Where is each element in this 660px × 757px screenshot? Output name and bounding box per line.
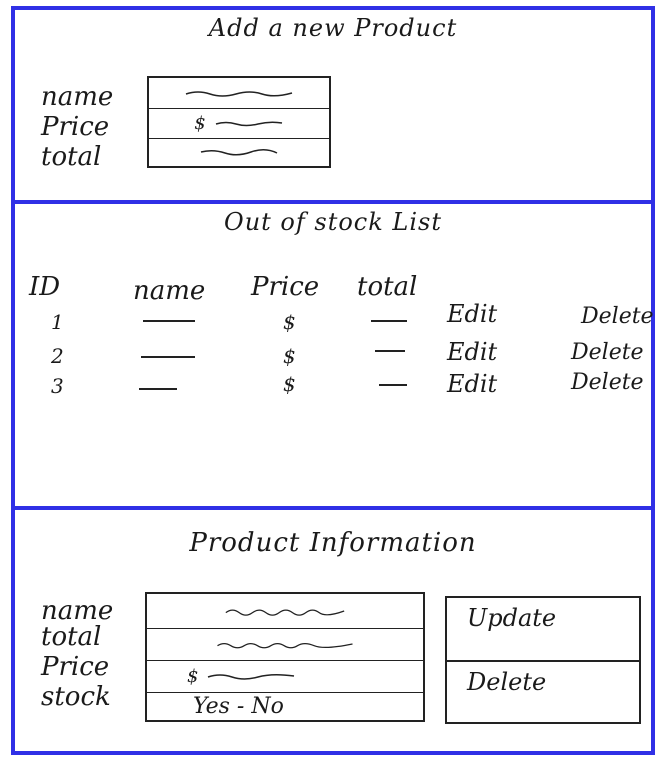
info-name-input[interactable]: [147, 594, 423, 629]
row-1-delete[interactable]: Delete: [581, 304, 654, 329]
row-1-price: $: [283, 310, 296, 334]
info-total-label: total: [41, 622, 102, 652]
button-divider: [447, 660, 639, 662]
name-input[interactable]: [149, 78, 329, 109]
scribble-placeholder: [208, 673, 295, 680]
info-price-label: Price: [41, 652, 110, 682]
action-button-panel: Update Delete: [445, 596, 641, 724]
product-info-section: Product Information name total Price sto…: [11, 506, 655, 755]
row-3-total: [379, 384, 407, 386]
scribble-placeholder: [225, 609, 345, 616]
product-info-form: $ Yes - No: [145, 592, 425, 722]
row-3-delete[interactable]: Delete: [571, 370, 644, 395]
add-product-title: Add a new Product: [208, 14, 458, 42]
row-1-edit[interactable]: Edit: [447, 300, 498, 328]
header-id: ID: [29, 272, 61, 302]
add-product-form: $: [147, 76, 331, 168]
scribble-placeholder: [217, 642, 353, 649]
scribble-placeholder: [215, 121, 282, 127]
name-label: name: [41, 82, 114, 112]
dollar-sign: $: [187, 665, 199, 687]
info-price-input[interactable]: $: [147, 660, 423, 693]
row-3-edit[interactable]: Edit: [447, 370, 498, 398]
row-2-price: $: [283, 344, 296, 368]
row-1-total: [371, 320, 407, 322]
update-button[interactable]: Update: [467, 604, 557, 632]
out-of-stock-title: Out of stock List: [224, 208, 442, 236]
row-3-price: $: [283, 372, 296, 396]
row-2-id: 2: [51, 344, 64, 368]
row-2-edit[interactable]: Edit: [447, 338, 498, 366]
delete-button[interactable]: Delete: [467, 668, 547, 696]
scribble-placeholder: [185, 91, 293, 97]
row-1-id: 1: [51, 310, 64, 334]
scribble-placeholder: [200, 149, 278, 156]
row-3-id: 3: [51, 374, 64, 398]
row-3-name: [139, 388, 177, 390]
info-stock-toggle[interactable]: Yes - No: [193, 693, 284, 719]
wireframe-frame: Add a new Product name Price total $ Out…: [11, 6, 655, 755]
header-name: name: [133, 276, 206, 306]
price-label: Price: [41, 112, 110, 142]
info-total-input[interactable]: [147, 628, 423, 661]
product-info-title: Product Information: [189, 528, 477, 558]
row-2-name: [141, 356, 195, 358]
row-2-total: [375, 350, 405, 352]
info-stock-label: stock: [41, 682, 111, 712]
row-1-name: [143, 320, 195, 322]
dollar-sign: $: [194, 112, 206, 134]
header-total: total: [357, 272, 418, 302]
total-input[interactable]: [149, 138, 329, 166]
total-label: total: [41, 142, 102, 172]
header-price: Price: [251, 272, 320, 302]
price-input[interactable]: $: [149, 108, 329, 139]
info-name-label: name: [41, 596, 114, 626]
row-2-delete[interactable]: Delete: [571, 340, 644, 365]
add-product-section: Add a new Product name Price total $: [11, 6, 655, 200]
out-of-stock-section: Out of stock List ID name Price total 1 …: [11, 200, 655, 506]
